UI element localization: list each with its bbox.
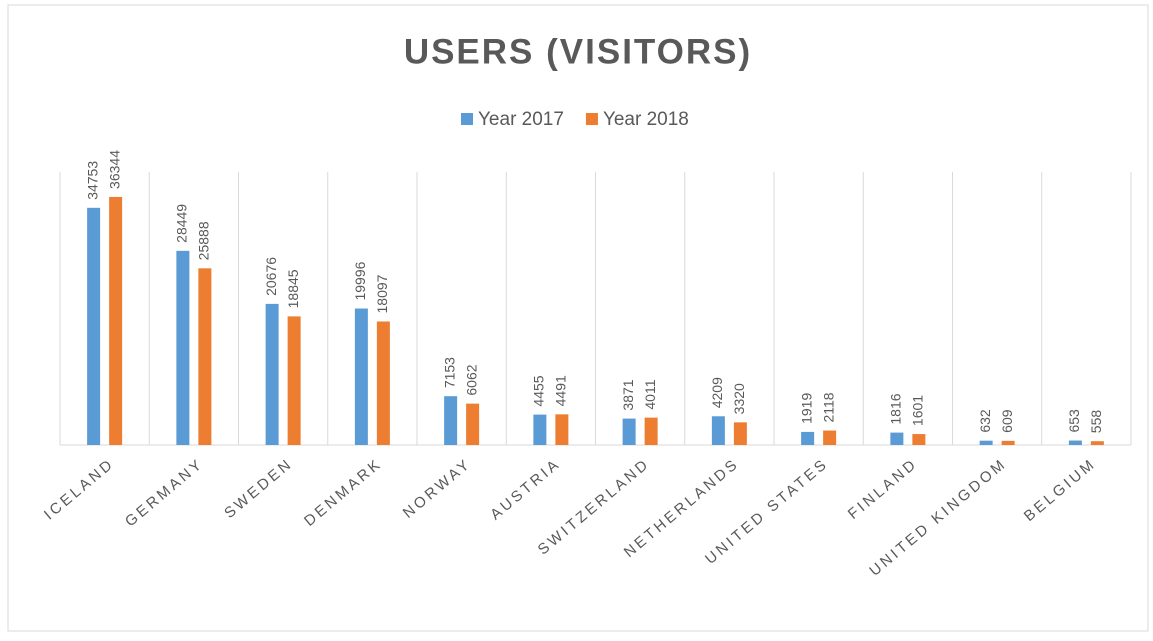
value-label: 653 bbox=[1066, 409, 1082, 433]
value-label: 20676 bbox=[263, 257, 279, 296]
legend-swatch bbox=[461, 113, 473, 125]
bar bbox=[198, 268, 212, 445]
bar bbox=[555, 414, 569, 445]
bar bbox=[466, 403, 480, 445]
value-label: 3320 bbox=[731, 383, 747, 414]
bar bbox=[912, 434, 926, 445]
bar bbox=[711, 416, 725, 445]
value-label: 558 bbox=[1088, 410, 1104, 434]
bar bbox=[109, 196, 123, 445]
bar bbox=[444, 396, 458, 445]
bar bbox=[823, 430, 837, 445]
value-label: 28449 bbox=[174, 204, 190, 243]
bar bbox=[1001, 440, 1015, 445]
bar bbox=[733, 422, 747, 445]
value-label: 4491 bbox=[553, 375, 569, 406]
value-label: 18097 bbox=[374, 274, 390, 313]
bar bbox=[890, 432, 904, 445]
value-label: 34753 bbox=[84, 161, 100, 200]
bar bbox=[644, 417, 658, 445]
bar bbox=[622, 418, 636, 445]
bar bbox=[287, 316, 301, 445]
bar bbox=[87, 207, 101, 445]
value-label: 36344 bbox=[106, 150, 122, 189]
bar bbox=[265, 303, 279, 445]
legend-label: Year 2018 bbox=[603, 109, 689, 130]
value-label: 609 bbox=[999, 409, 1015, 433]
bar bbox=[354, 308, 368, 445]
value-label: 1919 bbox=[798, 393, 814, 424]
bar bbox=[376, 321, 390, 445]
bar bbox=[1090, 441, 1104, 445]
value-label: 1816 bbox=[888, 393, 904, 424]
legend-swatch bbox=[585, 113, 598, 125]
legend-label: Year 2017 bbox=[478, 109, 564, 130]
value-label: 18845 bbox=[285, 269, 301, 308]
value-label: 632 bbox=[977, 409, 993, 433]
bar bbox=[176, 250, 190, 445]
value-label: 4011 bbox=[642, 379, 658, 409]
value-label: 6062 bbox=[463, 364, 479, 395]
value-label: 19996 bbox=[352, 261, 368, 300]
value-label: 1601 bbox=[910, 395, 926, 426]
value-label: 4455 bbox=[531, 375, 547, 406]
bar bbox=[979, 440, 993, 445]
value-label: 3871 bbox=[620, 379, 636, 410]
chart-border bbox=[7, 4, 1149, 632]
value-label: 4209 bbox=[709, 377, 725, 408]
value-label: 7153 bbox=[441, 357, 457, 388]
bar bbox=[801, 431, 815, 445]
value-label: 25888 bbox=[196, 221, 212, 260]
value-label: 2118 bbox=[820, 392, 836, 422]
chart-title: USERS (VISITORS) bbox=[404, 32, 752, 71]
bar bbox=[533, 414, 547, 445]
bar bbox=[1068, 440, 1082, 445]
